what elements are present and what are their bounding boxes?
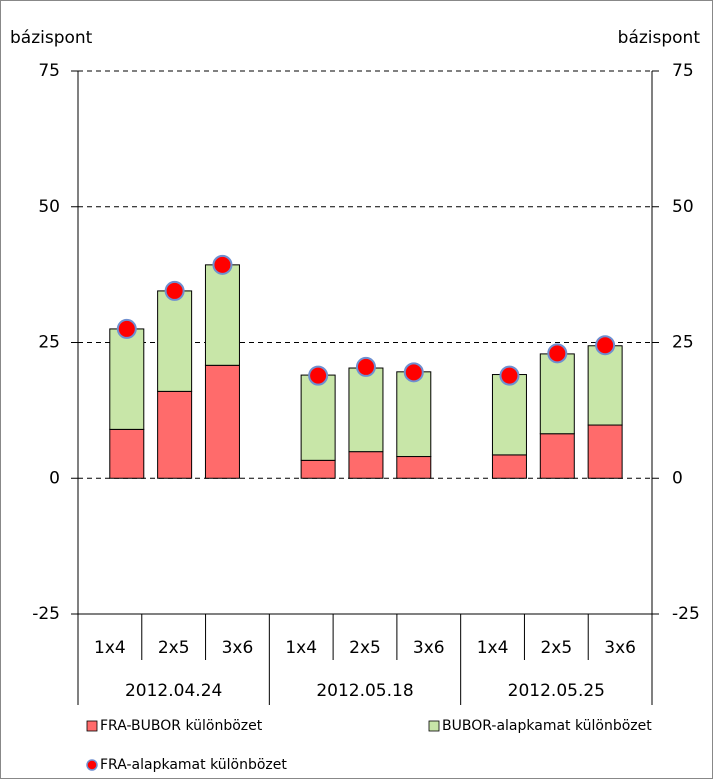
x-tick-label: 3x6 [222,638,254,658]
x-tick-label: 3x6 [413,638,445,658]
legend-label: FRA-alapkamat különbözet [100,757,287,773]
y-tick-label: 0 [49,468,60,488]
y-tick-label: 25 [38,333,60,353]
x-tick-label: 2x5 [540,638,572,658]
dot [595,335,616,356]
bar [204,264,240,366]
dot [355,356,376,377]
bar [491,454,527,479]
y2-tick-label: 50 [672,197,694,217]
bar [491,374,527,456]
bar [157,390,193,479]
dot [164,280,185,301]
bar [396,456,432,479]
bar [587,424,623,479]
bar [204,364,240,479]
y-axis-label: bázispont [10,28,93,48]
bar [157,290,193,392]
dot [116,318,137,339]
y-tick-label: -25 [32,604,60,624]
legend-label: FRA-BUBOR különbözet [100,718,263,734]
group-label: 2012.05.18 [316,681,413,701]
x-tick-label: 2x5 [349,638,381,658]
dot [547,343,568,364]
group-label: 2012.04.24 [125,681,222,701]
y2-tick-label: -25 [672,604,700,624]
y2-tick-label: 25 [672,333,694,353]
bar [539,353,575,435]
bar [300,459,336,479]
dot [308,365,329,386]
legend-marker [428,720,440,732]
bar [587,345,623,426]
x-tick-label: 1x4 [285,638,317,658]
y2-tick-label: 75 [672,61,694,81]
y2-axis-label: bázispont [618,28,701,48]
dot [403,362,424,383]
legend-marker [86,720,98,732]
y-tick-label: 75 [38,61,60,81]
bar [348,367,384,453]
x-tick-label: 2x5 [158,638,190,658]
dot [499,365,520,386]
legend-label: BUBOR-alapkamat különbözet [442,718,652,734]
y-tick-label: 50 [38,197,60,217]
legend-marker [86,759,98,771]
group-label: 2012.05.25 [508,681,605,701]
bar [109,428,145,479]
bar [109,328,145,430]
bar [300,374,336,461]
dot [212,254,233,275]
x-tick-label: 1x4 [94,638,126,658]
bar [539,433,575,479]
x-tick-label: 3x6 [604,638,636,658]
y2-tick-label: 0 [672,468,683,488]
x-tick-label: 1x4 [477,638,509,658]
bar [396,371,432,458]
bar [348,451,384,479]
